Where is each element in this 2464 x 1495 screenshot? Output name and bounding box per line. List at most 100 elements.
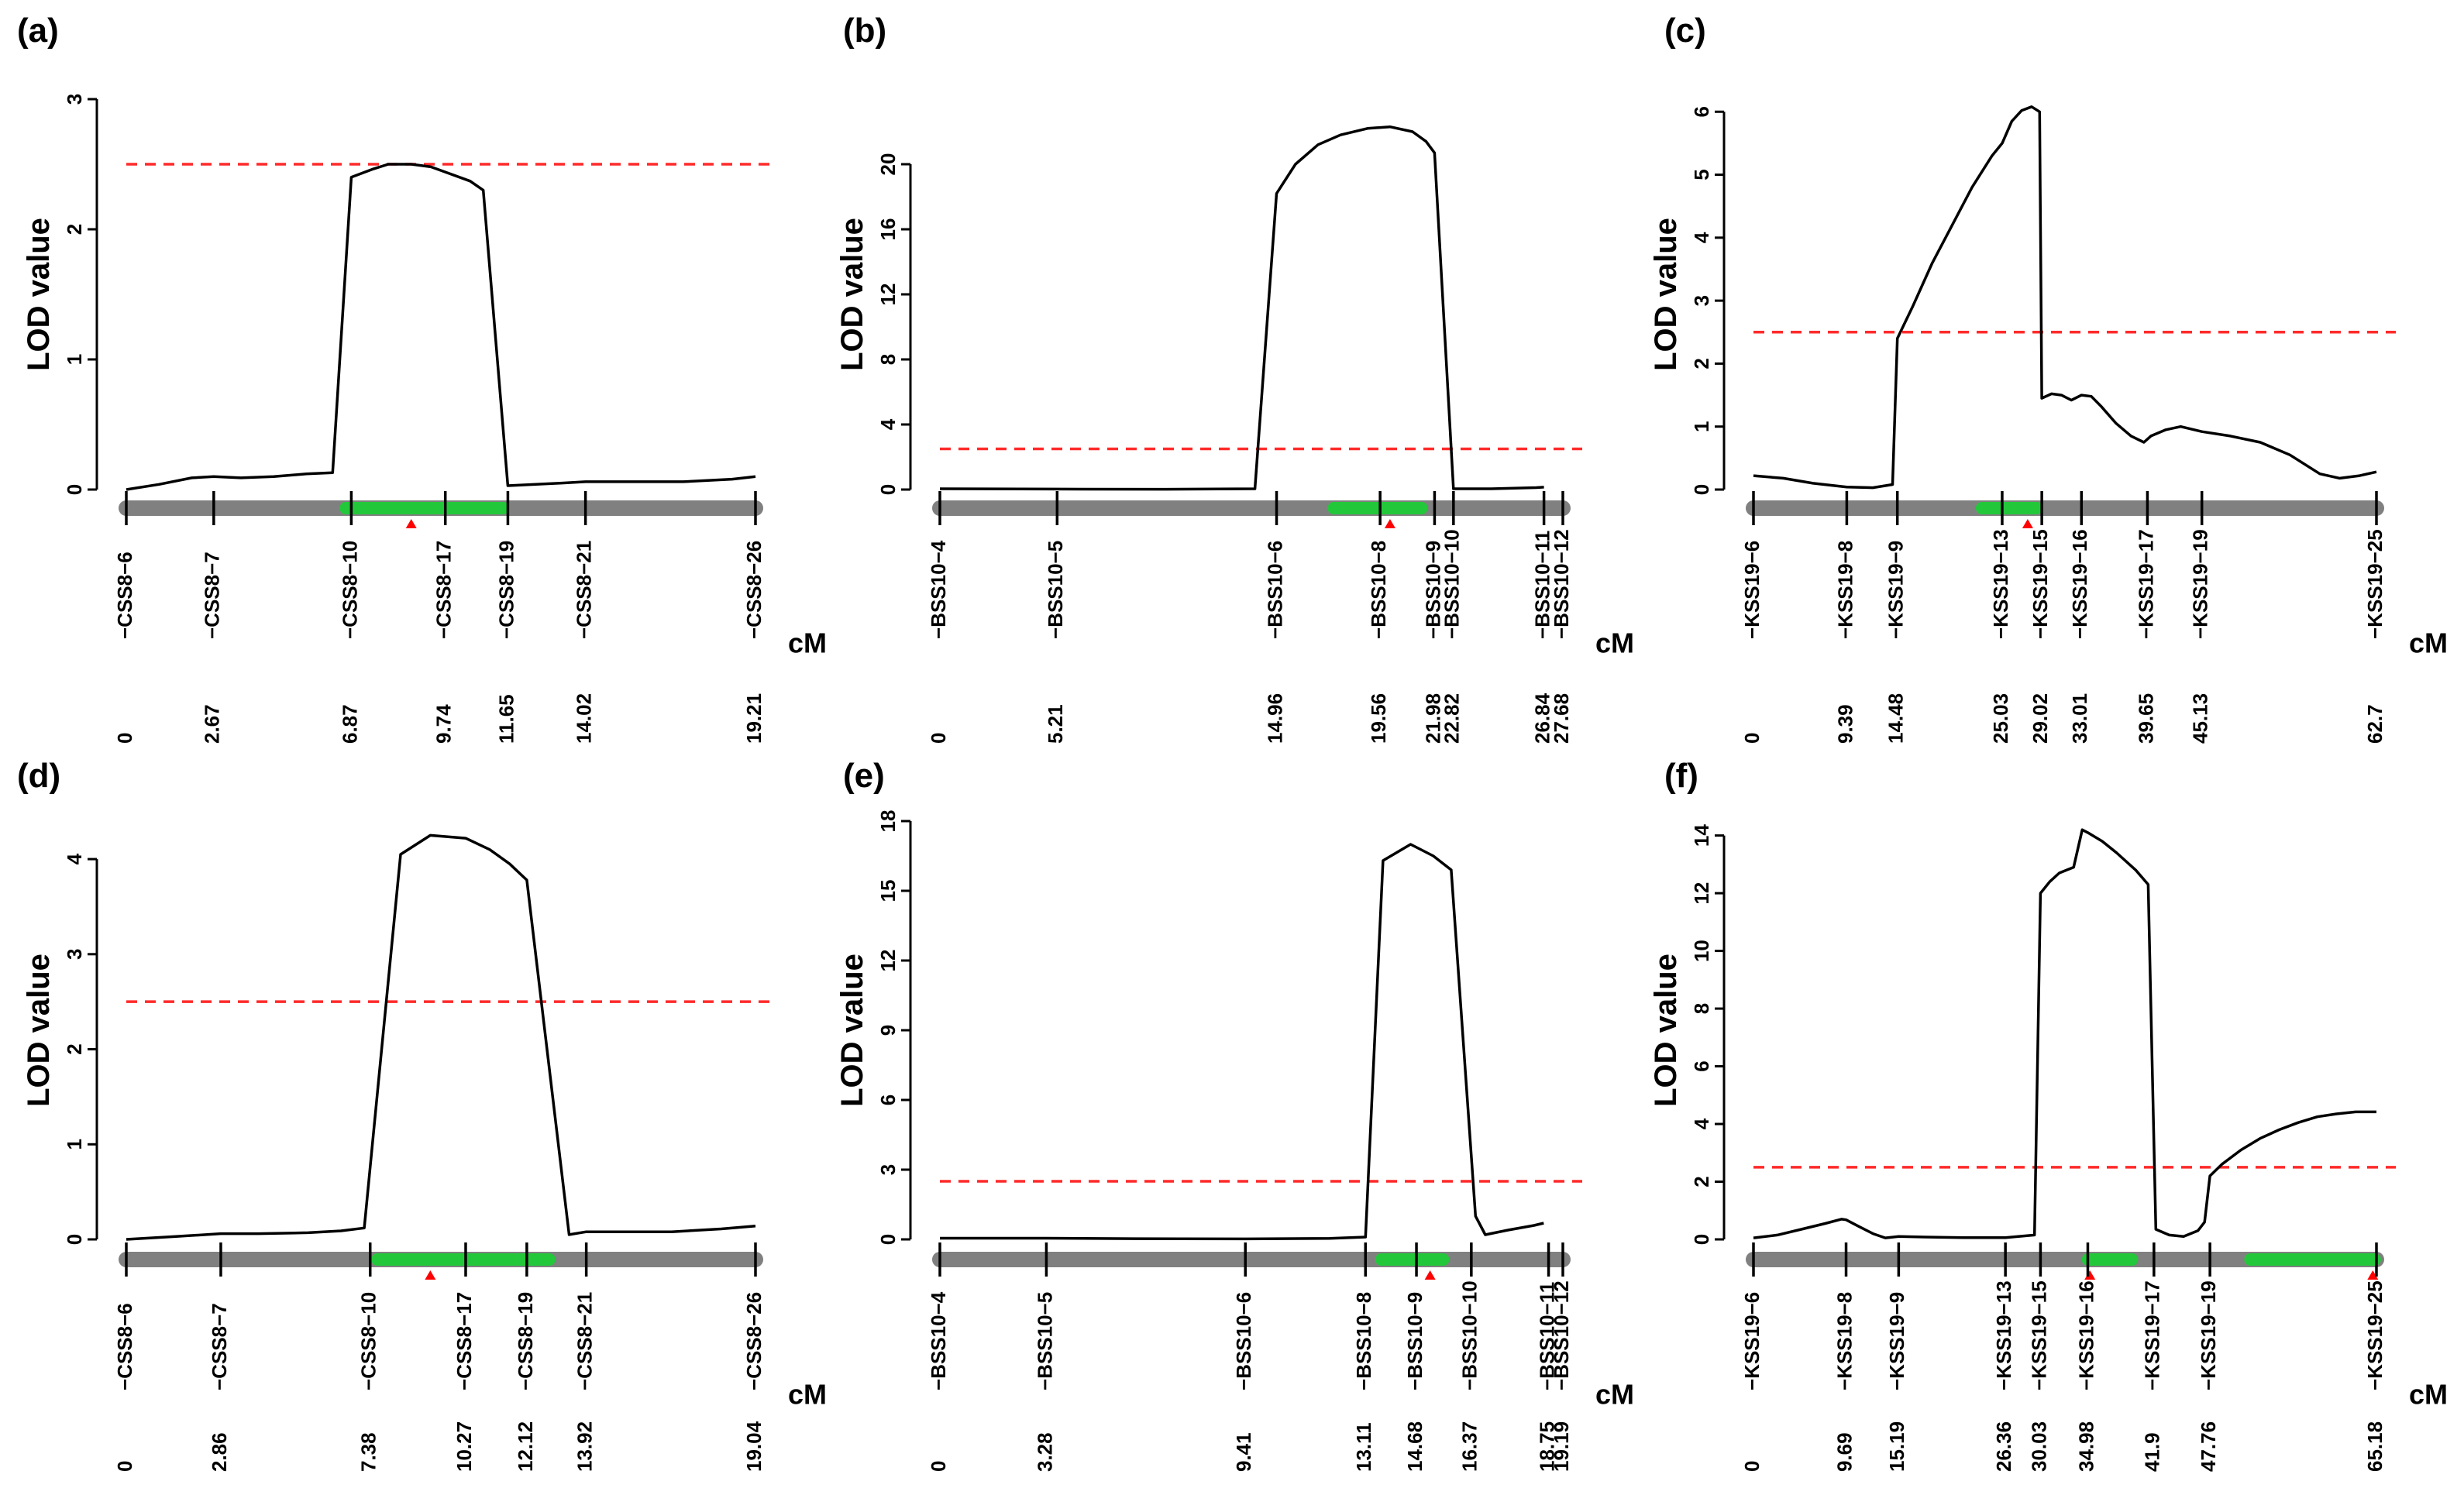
marker-name: −KSS19−8 — [1833, 541, 1857, 639]
marker-name: −KSS19−15 — [2029, 529, 2052, 639]
marker-position: 22.82 — [1440, 693, 1464, 744]
marker-name: −BSS10−8 — [1367, 541, 1390, 639]
y-tick-label: 16 — [876, 218, 900, 241]
marker-name: −BSS10−9 — [1403, 1292, 1426, 1390]
marker-name: −BSS10−10 — [1458, 1280, 1481, 1390]
y-tick-label: 2 — [63, 1043, 86, 1054]
marker-position: 21.98 — [1421, 693, 1444, 744]
marker-name: −BSS10−11 — [1535, 1282, 1558, 1390]
marker-position: 26.36 — [1992, 1421, 2015, 1472]
marker-name: −KSS19−13 — [1989, 529, 2012, 639]
panel-b: (b) 0 4 8 12 16 20 LOD value −BSS10−4 0 −BSS10−5 5.… — [835, 12, 1634, 744]
panel-a: (a) 0 1 2 3 LOD value −CSS8−6 0 −CSS8−7 2.67 −CSS8… — [17, 12, 827, 744]
y-tick-label: 3 — [1690, 295, 1713, 306]
marker-position: 0 — [113, 1461, 136, 1472]
marker-position: 41.9 — [2141, 1432, 2164, 1472]
y-tick-label: 3 — [63, 94, 86, 105]
y-tick-label: 8 — [876, 354, 900, 365]
marker-name: −KSS19−16 — [2074, 1280, 2097, 1390]
marker-position: 27.68 — [1550, 693, 1573, 744]
marker-name: −KSS19−17 — [2134, 529, 2157, 639]
unit-label: cM — [1595, 627, 1634, 659]
y-axis-label: LOD value — [1649, 954, 1683, 1107]
marker-name: −KSS19−6 — [1740, 1292, 1764, 1390]
y-tick-label: 1 — [63, 1139, 86, 1150]
marker-name: −KSS19−8 — [1833, 1292, 1856, 1390]
marker-position: 0 — [927, 733, 950, 744]
marker-position: 3.28 — [1033, 1432, 1056, 1472]
panel-label: (b) — [843, 12, 886, 50]
marker-name: −KSS19−16 — [2068, 529, 2091, 639]
panel-label: (c) — [1664, 12, 1706, 50]
marker-name: −BSS10−9 — [1421, 541, 1444, 639]
panel-e: (e) 0 3 6 9 12 15 18 LOD value −BSS10−4 0 −BSS10−5 3… — [835, 757, 1634, 1472]
lod-curve — [126, 833, 756, 1241]
marker-position: 7.38 — [357, 1432, 380, 1472]
y-tick-label: 0 — [1690, 484, 1713, 495]
unit-label: cM — [2409, 627, 2448, 659]
marker-name: −BSS10−12 — [1550, 529, 1573, 639]
marker-name: −BSS10−6 — [1263, 541, 1286, 639]
marker-name: −CSS8−17 — [432, 541, 456, 639]
y-axis-label: LOD value — [835, 218, 869, 371]
marker-position: 13.11 — [1352, 1422, 1375, 1472]
marker-position: 0 — [927, 1461, 950, 1472]
marker-name: −CSS8−19 — [494, 541, 518, 639]
marker-name: −CSS8−19 — [514, 1292, 537, 1390]
marker-position: 19.19 — [1550, 1421, 1573, 1472]
y-tick-label: 4 — [1690, 1118, 1713, 1129]
lod-curve — [940, 843, 1544, 1241]
peak-marker — [425, 1270, 436, 1280]
marker-name: −BSS10−8 — [1352, 1292, 1375, 1390]
marker-position: 12.12 — [514, 1421, 537, 1472]
marker-position: 14.48 — [1884, 693, 1908, 744]
marker-name: −KSS19−25 — [2363, 1280, 2387, 1390]
marker-position: 45.13 — [2189, 693, 2212, 744]
panel-f: (f) 0 2 4 6 8 10 12 14 LOD value −KSS19−6 0 −KSS19−8… — [1649, 757, 2448, 1472]
marker-position: 15.19 — [1885, 1421, 1908, 1472]
marker-position: 0 — [1740, 733, 1764, 744]
y-tick-label: 3 — [63, 949, 86, 960]
y-tick-label: 0 — [1690, 1234, 1713, 1245]
marker-name: −BSS10−10 — [1440, 529, 1464, 639]
marker-name: −BSS10−12 — [1550, 1280, 1573, 1390]
marker-name: −BSS10−4 — [927, 1291, 950, 1390]
marker-position: 6.87 — [338, 704, 361, 744]
unit-label: cM — [788, 1379, 827, 1411]
marker-name: −KSS19−13 — [1992, 1280, 2015, 1390]
marker-position: 26.84 — [1530, 693, 1554, 744]
marker-position: 11.65 — [494, 694, 518, 744]
y-axis-label: LOD value — [22, 954, 56, 1107]
marker-position: 2.86 — [208, 1432, 231, 1472]
y-tick-label: 15 — [876, 880, 900, 902]
lod-curve — [1753, 105, 2377, 490]
y-tick-label: 2 — [1690, 1176, 1713, 1187]
panel-label: (e) — [843, 757, 885, 795]
marker-name: −CSS8−17 — [453, 1292, 476, 1390]
marker-name: −KSS19−19 — [2189, 529, 2212, 639]
y-tick-label: 6 — [1690, 106, 1713, 117]
y-tick-label: 10 — [1690, 940, 1713, 962]
marker-name: −KSS19−9 — [1884, 541, 1908, 639]
y-tick-label: 5 — [1690, 169, 1713, 180]
marker-position: 10.27 — [453, 1421, 476, 1472]
marker-position: 25.03 — [1989, 693, 2012, 744]
panel-d: (d) 0 1 2 3 4 LOD value −CSS8−6 0 −CSS8−7 2.86 −CSS… — [17, 757, 827, 1472]
marker-position: 13.92 — [573, 1421, 597, 1472]
marker-name: −BSS10−5 — [1044, 541, 1067, 639]
panel-label: (a) — [17, 12, 59, 50]
lod-curve — [126, 163, 756, 491]
peak-marker — [1424, 1270, 1436, 1280]
marker-position: 19.56 — [1367, 693, 1390, 744]
marker-name: −CSS8−26 — [742, 541, 766, 639]
marker-name: −KSS19−19 — [2197, 1280, 2220, 1390]
peak-marker — [1384, 519, 1395, 528]
y-tick-label: 8 — [1690, 1003, 1713, 1014]
marker-position: 65.18 — [2363, 1421, 2387, 1472]
y-tick-label: 14 — [1690, 824, 1713, 847]
marker-name: −CSS8−10 — [357, 1292, 380, 1390]
lod-curve — [939, 125, 1544, 491]
y-tick-label: 3 — [876, 1164, 900, 1175]
marker-name: −BSS10−4 — [927, 540, 950, 639]
marker-position: 14.68 — [1403, 1421, 1426, 1472]
